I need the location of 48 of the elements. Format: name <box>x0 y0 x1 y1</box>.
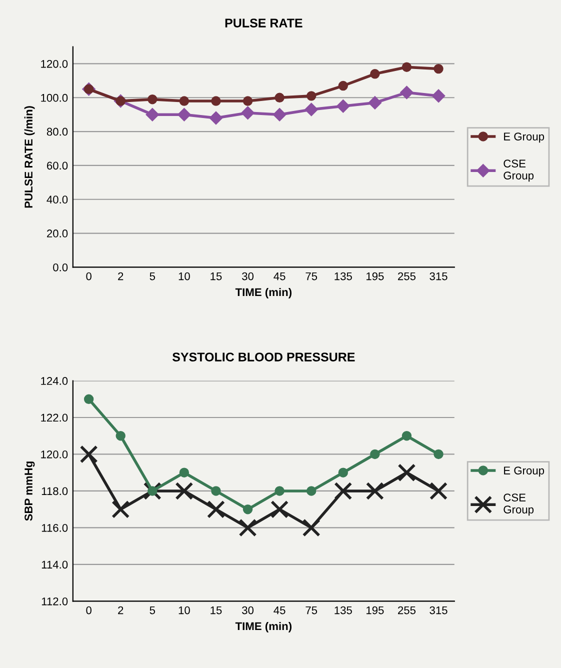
y-tick-label: 20.0 <box>47 230 68 238</box>
legend-label: E Group <box>504 132 544 143</box>
y-tick-label: 112.0 <box>42 597 68 606</box>
chart-title: PULSE RATE <box>225 18 302 28</box>
x-tick-label: 75 <box>306 272 318 280</box>
x-tick-label: 195 <box>366 606 384 614</box>
y-axis-title: SBP mmHg <box>24 462 35 521</box>
x-tick-label: 315 <box>430 272 448 280</box>
x-tick-label: 135 <box>334 606 352 614</box>
x-tick-label: 10 <box>178 606 190 614</box>
y-tick-label: 114.0 <box>42 560 68 569</box>
x-tick-label: 15 <box>210 272 222 280</box>
y-tick-label: 122.0 <box>41 414 68 422</box>
chart-title: SYSTOLIC BLOOD PRESSURE <box>172 352 355 362</box>
y-tick-label: 124.0 <box>41 377 68 385</box>
y-tick-label: 0.0 <box>53 263 68 272</box>
x-tick-label: 315 <box>430 606 448 614</box>
x-tick-label: 5 <box>150 606 156 614</box>
x-tick-label: 255 <box>398 272 416 280</box>
x-tick-label: 30 <box>242 272 254 280</box>
legend-label: E Group <box>504 466 544 477</box>
legend-label: CSE Group <box>504 494 534 516</box>
x-tick-label: 75 <box>306 606 318 614</box>
x-axis-title: TIME (min) <box>235 288 292 298</box>
x-tick-label: 5 <box>150 272 156 280</box>
y-tick-label: 100.0 <box>41 94 68 102</box>
y-tick-label: 60.0 <box>47 162 68 170</box>
x-tick-label: 135 <box>334 272 352 280</box>
y-tick-label: 116.0 <box>42 524 68 532</box>
y-tick-label: 118.0 <box>42 487 68 496</box>
x-tick-label: 15 <box>210 606 222 614</box>
x-tick-label: 255 <box>398 606 416 614</box>
x-tick-label: 10 <box>178 272 190 280</box>
x-tick-label: 0 <box>86 272 92 280</box>
x-tick-label: 2 <box>118 272 124 280</box>
legend-label: CSE Group <box>504 160 534 182</box>
x-tick-label: 2 <box>118 606 124 614</box>
y-axis-title: PULSE RATE (/min) <box>24 106 35 208</box>
y-tick-label: 40.0 <box>46 196 68 204</box>
x-tick-label: 45 <box>274 272 286 280</box>
x-axis-title: TIME (min) <box>235 622 292 632</box>
x-tick-label: 30 <box>242 606 254 614</box>
y-tick-label: 120.0 <box>41 450 68 458</box>
y-tick-label: 80.0 <box>46 128 68 136</box>
x-tick-label: 45 <box>274 606 286 614</box>
y-tick-label: 120.0 <box>41 60 68 68</box>
x-tick-label: 0 <box>86 606 92 614</box>
x-tick-label: 195 <box>366 272 384 280</box>
